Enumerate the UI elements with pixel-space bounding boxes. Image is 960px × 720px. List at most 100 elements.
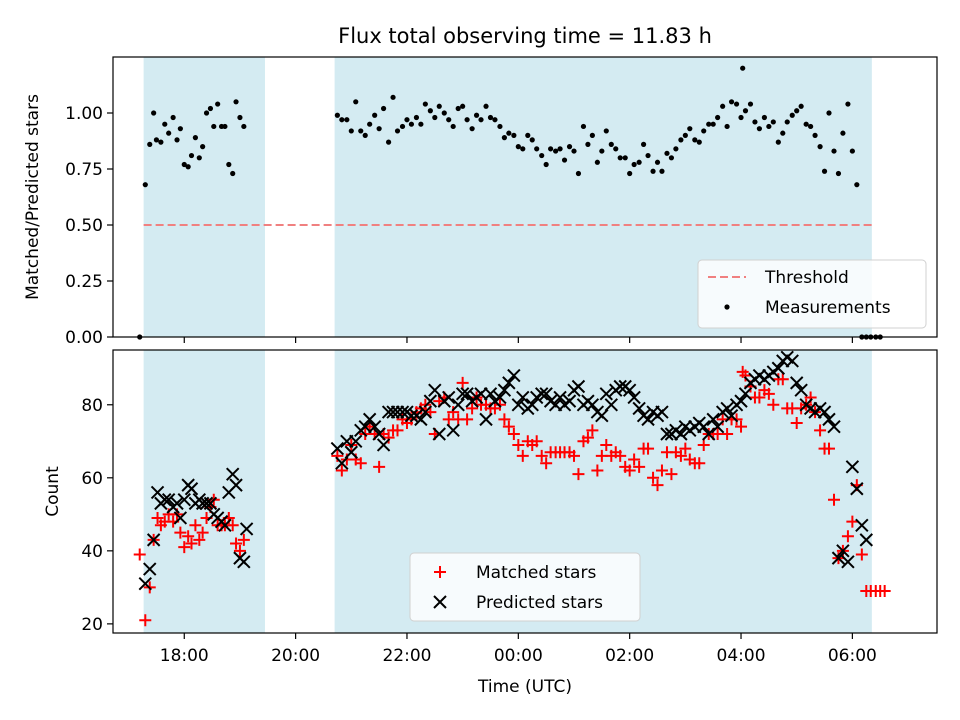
predicted-stars-point	[571, 379, 586, 394]
measurement-point	[715, 114, 721, 121]
measurement-point	[501, 135, 507, 141]
observing-window-1	[143, 57, 265, 337]
matched-stars-point	[767, 398, 780, 411]
predicted-stars-point	[836, 544, 850, 558]
matched-stars-point	[512, 438, 525, 451]
measurement-point	[645, 152, 651, 159]
predicted-stars-point	[604, 398, 619, 412]
measurement-point	[170, 114, 176, 121]
predicted-stars-point	[177, 493, 191, 507]
predicted-stars-point	[859, 533, 873, 547]
observing-window-1	[143, 350, 265, 633]
predicted-stars-point	[184, 482, 199, 496]
measurement-point	[399, 123, 406, 130]
measurement-point	[497, 123, 503, 130]
matched-stars-point	[185, 537, 198, 550]
measurement-point	[747, 101, 754, 107]
threshold-legend-label: Threshold	[764, 268, 849, 288]
measurement-point	[207, 105, 214, 112]
matched-stars-point	[151, 511, 164, 524]
measurement-point	[427, 108, 433, 114]
measurement-point	[147, 141, 153, 147]
measurement-point	[394, 128, 401, 134]
predicted-stars-point	[423, 394, 438, 408]
count-panel: 20 40 60 80 18:00 20:00 22:00 00:00 02:00 04:00 0…	[43, 349, 938, 697]
predicted-stars-point	[525, 398, 539, 412]
predicted-stars-point	[386, 405, 400, 419]
measurement-point	[585, 141, 591, 147]
measurement-point	[478, 117, 484, 123]
measurement-point	[390, 94, 396, 100]
predicted-stars-point	[738, 387, 753, 401]
matched-stars-point	[878, 585, 891, 598]
predicted-stars-point	[850, 482, 864, 496]
measurement-point	[339, 117, 345, 123]
measurement-point	[826, 110, 832, 116]
measurement-point	[789, 112, 795, 118]
matched-stars-point	[628, 453, 641, 466]
measurement-point	[237, 114, 243, 121]
predicted-stars-point	[414, 412, 428, 427]
matched-stars-point	[651, 479, 664, 492]
predicted-stars-point	[451, 398, 465, 412]
measurement-point	[188, 152, 195, 159]
predicted-stars-point	[855, 518, 869, 532]
matched-stars-point	[647, 471, 660, 484]
measurement-point	[808, 123, 814, 130]
count-y-tick-label: 40	[81, 542, 103, 562]
matched-stars-point	[828, 493, 840, 506]
predicted-stars-point	[841, 555, 855, 569]
matched-stars-point	[814, 424, 827, 437]
measurement-point	[162, 121, 168, 127]
ratio-y-tick-label: 0.00	[65, 328, 103, 348]
predicted-stars-point	[502, 376, 516, 390]
count-y-axis-label: Count	[43, 466, 63, 517]
measurement-point	[566, 144, 573, 150]
matched-stars-point	[502, 420, 515, 433]
measurement-point	[413, 114, 420, 121]
measurement-point	[794, 108, 800, 114]
measurement-point	[362, 132, 368, 138]
matched-stars-point	[665, 468, 678, 481]
predicted-stars-point	[516, 390, 530, 405]
predicted-stars-point	[613, 379, 627, 394]
predicted-stars-point	[553, 390, 567, 405]
measurement-point	[158, 139, 164, 145]
measurement-point	[422, 101, 428, 107]
predicted-stars-point	[655, 405, 669, 419]
matched-stars-point	[382, 431, 395, 444]
measurement-point	[460, 103, 466, 109]
time-x-tick-label: 00:00	[494, 646, 543, 666]
matched-stars-point	[498, 413, 511, 426]
measurement-point	[617, 155, 623, 161]
time-x-axis: 18:00 20:00 22:00 00:00 02:00 04:00 06:00	[160, 633, 877, 666]
measurement-point	[539, 152, 545, 159]
measurement-point	[775, 139, 781, 145]
ratio-panel: 0.00 0.25 0.50 0.75 1.00 Matched/Predicted s…	[23, 56, 938, 348]
ratio-y-axis: 0.00 0.25 0.50 0.75 1.00	[65, 104, 113, 348]
matched-stars-point	[721, 427, 734, 440]
measurement-point	[408, 121, 415, 127]
measurement-point	[372, 112, 378, 118]
measurement-point	[553, 148, 559, 154]
measurement-point	[766, 123, 772, 130]
measurement-point	[196, 155, 202, 161]
matched-stars-point	[679, 442, 692, 455]
measurement-point	[358, 128, 364, 134]
predicted-stars-point	[442, 390, 456, 405]
measurement-point	[166, 130, 172, 136]
predicted-stars-point	[218, 518, 232, 532]
predicted-stars-point	[507, 368, 521, 383]
measurement-point	[230, 170, 236, 177]
matched-stars-point	[182, 530, 195, 543]
predicted-stars-point	[599, 387, 613, 401]
measurement-point	[817, 144, 823, 150]
measurement-point	[812, 132, 818, 138]
matched-stars-point	[735, 420, 748, 433]
predicted-stars-point	[367, 419, 382, 434]
matched-stars-point	[174, 526, 187, 539]
measurement-point	[473, 112, 480, 118]
predicted-stars-point	[173, 511, 188, 525]
matched-stars-point	[697, 438, 710, 451]
measurement-point	[436, 103, 442, 109]
